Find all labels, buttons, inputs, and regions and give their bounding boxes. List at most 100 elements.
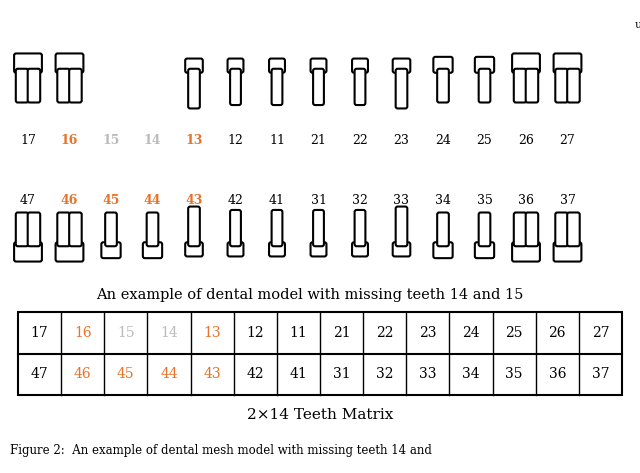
Text: 24: 24 [462,326,480,340]
FancyBboxPatch shape [28,69,40,103]
Text: 31: 31 [310,193,326,207]
FancyBboxPatch shape [188,207,200,246]
FancyBboxPatch shape [396,69,407,108]
Text: 26: 26 [548,326,566,340]
FancyBboxPatch shape [143,242,162,258]
FancyBboxPatch shape [554,242,581,262]
Text: 43: 43 [204,367,221,381]
Text: 22: 22 [376,326,394,340]
Text: 27: 27 [559,133,575,147]
FancyBboxPatch shape [56,53,83,73]
Text: 13: 13 [186,133,203,147]
FancyBboxPatch shape [230,210,241,246]
FancyBboxPatch shape [355,69,365,105]
FancyBboxPatch shape [475,57,494,73]
FancyBboxPatch shape [69,69,82,103]
Text: An example of dental model with missing teeth 14 and 15: An example of dental model with missing … [96,288,524,302]
Text: 24: 24 [435,133,451,147]
FancyBboxPatch shape [567,69,580,103]
FancyBboxPatch shape [475,242,494,258]
Text: 17: 17 [20,133,36,147]
FancyBboxPatch shape [185,59,203,73]
Text: 41: 41 [269,193,285,207]
FancyBboxPatch shape [554,53,581,73]
Text: 21: 21 [310,133,326,147]
FancyBboxPatch shape [58,69,70,103]
Text: 21: 21 [333,326,350,340]
Text: 11: 11 [269,133,285,147]
FancyBboxPatch shape [188,69,200,108]
Text: u: u [635,20,640,30]
FancyBboxPatch shape [479,69,490,103]
Text: 13: 13 [204,326,221,340]
FancyBboxPatch shape [14,53,42,73]
FancyBboxPatch shape [514,212,526,246]
Text: 37: 37 [591,367,609,381]
FancyBboxPatch shape [101,242,121,258]
Text: 46: 46 [61,193,78,207]
Text: 35: 35 [506,367,523,381]
Text: 25: 25 [477,133,492,147]
Text: Figure 2:  An example of dental mesh model with missing teeth 14 and: Figure 2: An example of dental mesh mode… [10,444,432,456]
Text: 17: 17 [31,326,49,340]
FancyBboxPatch shape [269,59,285,73]
Text: 44: 44 [144,193,161,207]
FancyBboxPatch shape [28,212,40,246]
Text: 32: 32 [352,193,368,207]
Text: 36: 36 [518,193,534,207]
FancyBboxPatch shape [525,69,538,103]
FancyBboxPatch shape [393,242,410,256]
FancyBboxPatch shape [228,242,243,256]
FancyBboxPatch shape [14,242,42,262]
FancyBboxPatch shape [271,210,282,246]
Text: 12: 12 [246,326,264,340]
Text: 47: 47 [20,193,36,207]
Text: 14: 14 [160,326,178,340]
Text: 34: 34 [435,193,451,207]
FancyBboxPatch shape [310,242,326,256]
FancyBboxPatch shape [567,212,580,246]
FancyBboxPatch shape [512,53,540,73]
FancyBboxPatch shape [556,69,568,103]
Text: 42: 42 [228,193,243,207]
FancyBboxPatch shape [310,59,326,73]
Text: 41: 41 [289,367,307,381]
FancyBboxPatch shape [396,207,407,246]
FancyBboxPatch shape [105,212,117,246]
Text: 42: 42 [246,367,264,381]
FancyBboxPatch shape [228,59,243,73]
Text: 35: 35 [477,193,492,207]
Text: 11: 11 [289,326,307,340]
Text: 31: 31 [333,367,350,381]
FancyBboxPatch shape [512,242,540,262]
FancyBboxPatch shape [313,69,324,105]
FancyBboxPatch shape [525,212,538,246]
Text: 15: 15 [102,133,120,147]
FancyBboxPatch shape [514,69,526,103]
FancyBboxPatch shape [433,242,452,258]
Text: 2×14 Teeth Matrix: 2×14 Teeth Matrix [247,408,393,422]
FancyBboxPatch shape [185,242,203,256]
Text: 22: 22 [352,133,368,147]
FancyBboxPatch shape [433,57,452,73]
FancyBboxPatch shape [393,59,410,73]
Text: 47: 47 [31,367,49,381]
FancyBboxPatch shape [355,210,365,246]
FancyBboxPatch shape [479,212,490,246]
FancyBboxPatch shape [352,59,368,73]
Text: 23: 23 [394,133,410,147]
Text: 23: 23 [419,326,436,340]
FancyBboxPatch shape [313,210,324,246]
Text: 27: 27 [591,326,609,340]
FancyBboxPatch shape [556,212,568,246]
Text: 14: 14 [144,133,161,147]
Text: 45: 45 [117,367,134,381]
Text: 37: 37 [559,193,575,207]
Text: 12: 12 [228,133,243,147]
FancyBboxPatch shape [269,242,285,256]
Text: 33: 33 [394,193,410,207]
FancyBboxPatch shape [58,212,70,246]
FancyBboxPatch shape [230,69,241,105]
Bar [18,312,622,395]
Text: 43: 43 [186,193,203,207]
